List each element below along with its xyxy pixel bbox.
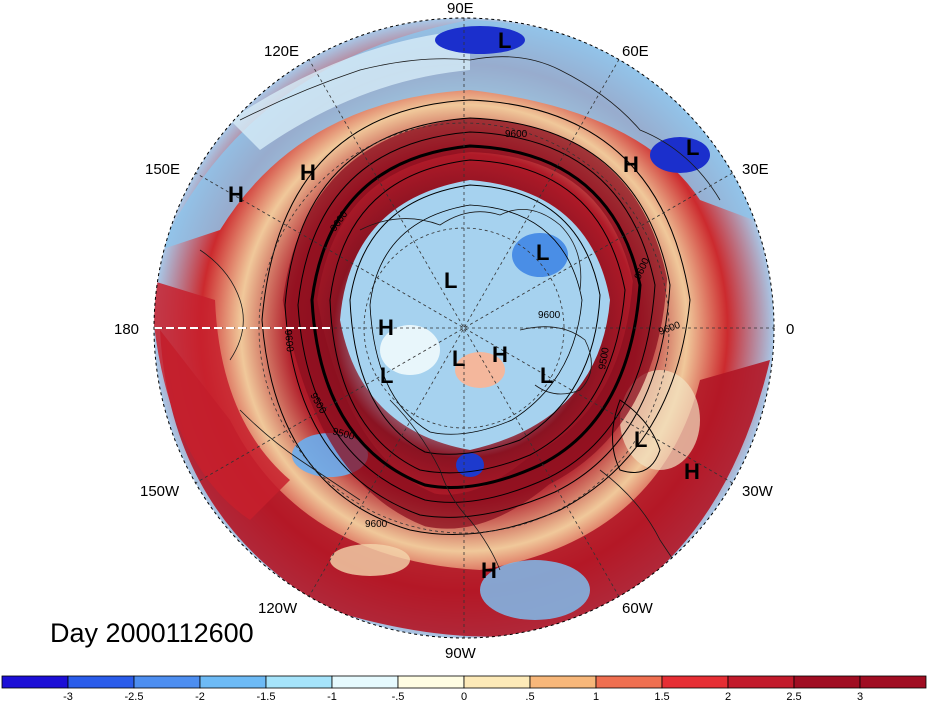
- longitude-labels: 90E 60E 30E 0 30W 60W 90W 120W 150W 180 …: [114, 0, 794, 662]
- colorbar: -3 -2.5 -2 -1.5 -1 -.5 0 .5 1 1.5 2 2.5 3: [1, 675, 927, 702]
- colorbar-box: [133, 675, 201, 689]
- colorbar-box: [265, 675, 333, 689]
- lon-label-180: 180: [114, 321, 139, 338]
- lon-label-90e: 90E: [447, 0, 474, 17]
- pressure-center-high: H: [684, 459, 700, 484]
- pressure-centers: L L H H H L L H L L H L L H H: [228, 28, 700, 583]
- colorbar-box: [595, 675, 663, 689]
- colorbar-box: [529, 675, 597, 689]
- lon-label-120w: 120W: [258, 600, 298, 617]
- colorbar-tick-label: 0: [461, 691, 467, 702]
- colorbar-tick-label: 2.5: [786, 691, 801, 702]
- map-title: Day 2000112600: [50, 618, 254, 648]
- colorbar-tick-label: 1.5: [654, 691, 669, 702]
- colorbar-box: [199, 675, 267, 689]
- lon-label-30w: 30W: [742, 483, 774, 500]
- pressure-center-low: L: [380, 363, 393, 388]
- colorbar-tick-label: .5: [525, 691, 534, 702]
- lon-label-0: 0: [786, 321, 794, 338]
- colorbar-tick-label: -3: [63, 691, 73, 702]
- colorbar-tick-label: 2: [725, 691, 731, 702]
- lon-label-90w: 90W: [445, 645, 477, 662]
- contour-label: 9600: [365, 519, 388, 530]
- pressure-center-high: H: [228, 182, 244, 207]
- colorbar-box: [727, 675, 795, 689]
- colorbar-tick-label: -2: [195, 691, 205, 702]
- colorbar-box: [463, 675, 531, 689]
- lon-label-120e: 120E: [264, 43, 299, 60]
- pressure-center-high: H: [300, 160, 316, 185]
- map-boundary: [153, 17, 775, 639]
- colorbar-box: [661, 675, 729, 689]
- lon-label-150w: 150W: [140, 483, 180, 500]
- pressure-center-high: H: [378, 315, 394, 340]
- pressure-center-low: L: [536, 240, 549, 265]
- colorbar-tick-label: -1: [327, 691, 337, 702]
- lon-label-60e: 60E: [622, 43, 649, 60]
- contour-label: 9600: [538, 310, 561, 321]
- colorbar-tick-label: 3: [857, 691, 863, 702]
- colorbar-box: [397, 675, 465, 689]
- colorbar-box: [331, 675, 399, 689]
- contour-label: 9500: [597, 346, 612, 370]
- lon-label-60w: 60W: [622, 600, 654, 617]
- shaded-field: [154, 18, 774, 638]
- height-contours: [261, 99, 691, 535]
- colorbar-tick-label: -.5: [392, 691, 405, 702]
- pressure-center-low: L: [686, 135, 699, 160]
- contour-label: 9600: [505, 129, 528, 140]
- pressure-center-low: L: [540, 363, 553, 388]
- pressure-center-high: H: [623, 152, 639, 177]
- pressure-center-low: L: [498, 28, 511, 53]
- colorbar-box: [793, 675, 861, 689]
- colorbar-tick-label: -2.5: [125, 691, 144, 702]
- pressure-center-high: H: [481, 558, 497, 583]
- pressure-center-high: H: [492, 342, 508, 367]
- lon-label-150e: 150E: [145, 161, 180, 178]
- colorbar-tick-label: 1: [593, 691, 599, 702]
- pressure-center-low: L: [634, 427, 647, 452]
- colorbar-tick-label: -1.5: [257, 691, 276, 702]
- contour-label: 9600: [282, 329, 295, 353]
- coastlines: [199, 56, 721, 601]
- pressure-center-low: L: [452, 346, 465, 371]
- colorbar-box: [67, 675, 135, 689]
- pressure-center-low: L: [444, 268, 457, 293]
- colorbar-box: [1, 675, 69, 689]
- lon-label-30e: 30E: [742, 161, 769, 178]
- colorbar-box: [859, 675, 927, 689]
